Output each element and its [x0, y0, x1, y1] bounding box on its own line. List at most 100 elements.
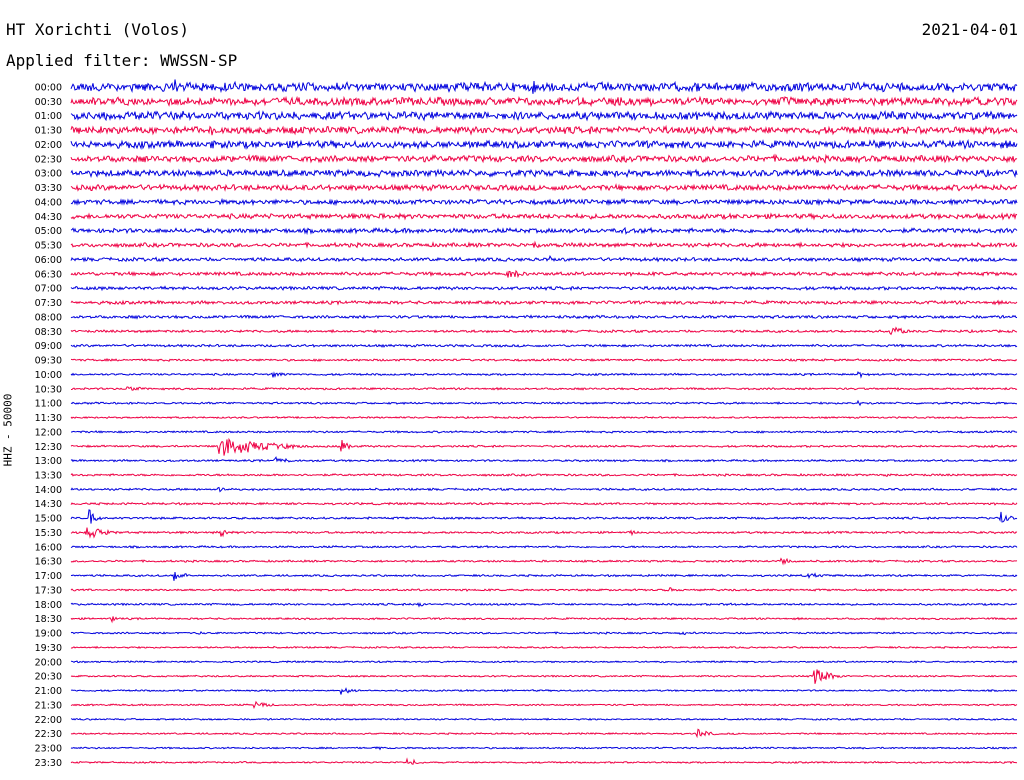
trace-line-1600 [70, 545, 1018, 549]
trace-line-0230 [70, 153, 1018, 164]
trace-line-2230 [70, 728, 1018, 739]
trace-line-1700 [70, 571, 1018, 581]
y-tick-label: 16:00 [35, 542, 62, 553]
trace-line-2300 [70, 746, 1018, 751]
y-tick-label: 22:30 [35, 729, 62, 740]
trace-line-1900 [70, 630, 1018, 636]
y-tick-label: 14:30 [35, 499, 62, 510]
y-tick-label: 14:00 [35, 485, 62, 496]
trace-line-1030 [70, 386, 1018, 391]
y-tick-label: 03:30 [35, 183, 62, 194]
y-tick-label: 00:00 [35, 83, 62, 94]
y-tick-label: 23:30 [35, 758, 62, 769]
y-tick-label: 15:30 [35, 528, 62, 539]
trace-line-0400 [70, 197, 1018, 207]
y-tick-label: 08:30 [35, 327, 62, 338]
y-tick-label: 21:30 [35, 700, 62, 711]
trace-line-0730 [70, 299, 1018, 306]
y-tick-label: 20:30 [35, 672, 62, 683]
y-tick-label: 06:00 [35, 255, 62, 266]
trace-line-1730 [70, 587, 1018, 592]
trace-line-1530 [70, 527, 1018, 539]
y-tick-label: 20:00 [35, 657, 62, 668]
trace-line-0700 [70, 285, 1018, 292]
trace-line-1830 [70, 616, 1018, 624]
y-tick-label: 15:00 [35, 514, 62, 525]
filter-line: Applied filter: WWSSN-SP [6, 51, 237, 70]
trace-line-0330 [70, 183, 1018, 193]
trace-line-1330 [70, 472, 1018, 478]
trace-line-2130 [70, 700, 1018, 709]
trace-line-1930 [70, 645, 1018, 650]
y-tick-label: 02:30 [35, 154, 62, 165]
trace-line-1400 [70, 486, 1018, 493]
trace-line-0030 [70, 95, 1018, 108]
y-tick-label: 12:30 [35, 442, 62, 453]
y-tick-label: 06:30 [35, 269, 62, 280]
y-tick-label: 17:30 [35, 585, 62, 596]
y-tick-label: 11:00 [35, 399, 62, 410]
y-tick-label: 10:30 [35, 384, 62, 395]
trace-line-1630 [70, 557, 1018, 566]
y-tick-label: 19:00 [35, 629, 62, 640]
trace-line-0530 [70, 240, 1018, 249]
station-title: HT Xorichti (Volos) [6, 20, 190, 39]
trace-line-0100 [70, 110, 1018, 122]
trace-line-2200 [70, 717, 1018, 721]
filter-label: Applied filter: [6, 51, 151, 70]
y-tick-label: 00:30 [35, 97, 62, 108]
y-tick-label: 04:30 [35, 212, 62, 223]
trace-line-1130 [70, 415, 1018, 420]
trace-line-0830 [70, 326, 1018, 336]
trace-line-0800 [70, 314, 1018, 320]
y-tick-label: 13:30 [35, 470, 62, 481]
trace-line-0600 [70, 255, 1018, 263]
trace-line-1200 [70, 429, 1018, 434]
trace-line-0430 [70, 211, 1018, 221]
y-tick-label: 05:30 [35, 241, 62, 252]
y-tick-label: 16:30 [35, 557, 62, 568]
y-tick-label: 09:00 [35, 341, 62, 352]
y-tick-label: 09:30 [35, 356, 62, 367]
y-tick-label: 12:00 [35, 427, 62, 438]
y-tick-label: 22:00 [35, 715, 62, 726]
filter-value: WWSSN-SP [160, 51, 238, 70]
trace-line-0300 [70, 168, 1018, 179]
trace-line-1500 [70, 509, 1018, 524]
trace-line-0900 [70, 343, 1018, 348]
y-tick-label: 01:00 [35, 111, 62, 122]
trace-line-0130 [70, 124, 1018, 136]
y-tick-label: 02:00 [35, 140, 62, 151]
y-tick-label: 08:00 [35, 312, 62, 323]
trace-line-0930 [70, 357, 1018, 363]
trace-line-1100 [70, 399, 1018, 407]
y-tick-label: 23:00 [35, 744, 62, 755]
y-tick-label: 11:30 [35, 413, 62, 424]
y-tick-label: 19:30 [35, 643, 62, 654]
y-tick-label: 01:30 [35, 126, 62, 137]
trace-line-0000 [70, 79, 1018, 94]
y-tick-label: 21:00 [35, 686, 62, 697]
y-tick-label: 10:00 [35, 370, 62, 381]
y-tick-label: 18:30 [35, 614, 62, 625]
y-tick-label: 13:00 [35, 456, 62, 467]
trace-line-0200 [70, 139, 1018, 150]
trace-line-2330 [70, 757, 1018, 765]
trace-line-0500 [70, 226, 1018, 236]
date-label: 2021-04-01 [921, 20, 1018, 39]
y-tick-label: 03:00 [35, 169, 62, 180]
trace-line-1430 [70, 501, 1018, 506]
y-tick-label: 07:00 [35, 284, 62, 295]
trace-line-1000 [70, 370, 1018, 379]
trace-line-1230 [70, 437, 1018, 456]
trace-line-2100 [70, 687, 1018, 695]
trace-line-2030 [70, 669, 1018, 684]
y-tick-label: 18:00 [35, 600, 62, 611]
y-tick-label: 05:00 [35, 226, 62, 237]
y-tick-label: 17:00 [35, 571, 62, 582]
y-tick-label: 04:00 [35, 197, 62, 208]
y-tick-label: 07:30 [35, 298, 62, 309]
trace-line-0630 [70, 269, 1018, 279]
